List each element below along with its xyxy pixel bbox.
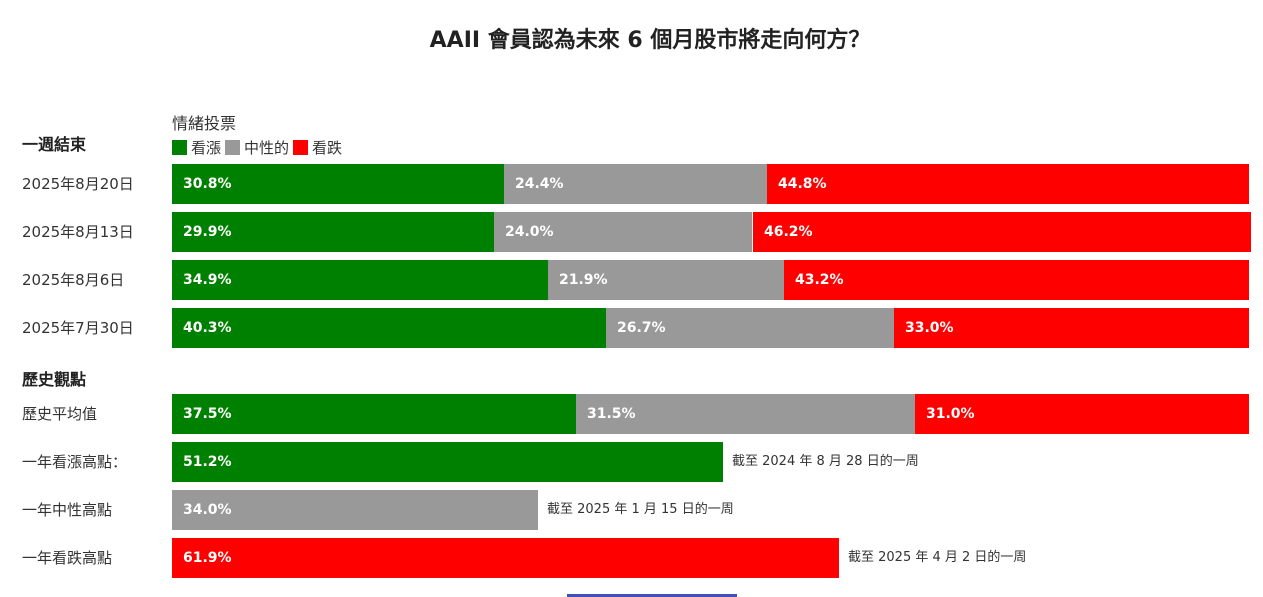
bar-value-label: 30.8% [183, 176, 232, 192]
bar-row-weekly-0: 30.8% 24.4% 44.8% [172, 164, 1249, 204]
row-label-weekly-1: 2025年8月13日 [22, 223, 134, 241]
legend-label-neutral: 中性的 [244, 139, 290, 157]
bar-segment-bearish[interactable]: 44.8% [767, 164, 1249, 204]
legend: 看漲 中性的 看跌 [172, 137, 346, 158]
legend-item-neutral[interactable]: 中性的 [225, 137, 289, 158]
bar-value-label: 31.5% [587, 406, 636, 422]
bar-segment-neutral[interactable]: 24.0% [494, 212, 752, 252]
bar-row-weekly-2: 34.9% 21.9% 43.2% [172, 260, 1249, 300]
section-heading-weekly: 一週結束 [22, 135, 87, 154]
row-note-3: 截至 2025 年 4 月 2 日的一周 [848, 550, 1027, 565]
bar-segment-bullish[interactable]: 51.2% [172, 442, 723, 482]
row-label-history-3: 一年看跌高點 [22, 549, 113, 567]
chart-title: AAII 會員認為未來 6 個月股市將走向何方？ [429, 28, 871, 53]
bar-segment-neutral[interactable]: 31.5% [576, 394, 915, 434]
row-label-weekly-0: 2025年8月20日 [22, 175, 134, 193]
bar-value-label: 21.9% [559, 272, 608, 288]
row-label-history-1: 一年看漲高點： [22, 453, 128, 471]
bar-segment-neutral[interactable]: 26.7% [606, 308, 894, 348]
row-note-1: 截至 2024 年 8 月 28 日的一周 [732, 454, 919, 469]
bar-value-label: 34.0% [183, 502, 232, 518]
bar-value-label: 61.9% [183, 550, 232, 566]
bar-row-weekly-3: 40.3% 26.7% 33.0% [172, 308, 1249, 348]
legend-label-bullish: 看漲 [191, 139, 222, 157]
bar-value-label: 43.2% [795, 272, 844, 288]
bar-row-history-0: 37.5% 31.5% 31.0% [172, 394, 1249, 434]
bar-row-history-3: 61.9% [172, 538, 1249, 578]
row-label-weekly-2: 2025年8月6日 [22, 271, 125, 289]
bar-value-label: 31.0% [926, 406, 975, 422]
legend-swatch-bullish [172, 140, 187, 155]
bar-row-history-2: 34.0% [172, 490, 1249, 530]
bar-value-label: 24.4% [515, 176, 564, 192]
bar-value-label: 34.9% [183, 272, 232, 288]
bar-segment-neutral[interactable]: 24.4% [504, 164, 767, 204]
bar-value-label: 33.0% [905, 320, 954, 336]
bar-row-weekly-1: 29.9% 24.0% 46.2% [172, 212, 1251, 252]
bar-row-history-1: 51.2% [172, 442, 1249, 482]
section-heading-history: 歷史觀點 [22, 370, 87, 389]
bar-segment-bullish[interactable]: 29.9% [172, 212, 494, 252]
bar-value-label: 37.5% [183, 406, 232, 422]
bar-value-label: 40.3% [183, 320, 232, 336]
legend-swatch-bearish [293, 140, 309, 155]
bar-segment-bearish[interactable]: 46.2% [753, 212, 1251, 252]
row-label-history-0: 歷史平均值 [22, 405, 98, 423]
row-label-weekly-3: 2025年7月30日 [22, 319, 134, 337]
legend-item-bearish[interactable]: 看跌 [293, 137, 342, 158]
bar-value-label: 51.2% [183, 454, 232, 470]
bar-value-label: 46.2% [764, 224, 813, 240]
bar-value-label: 44.8% [778, 176, 827, 192]
bar-segment-bullish[interactable]: 34.9% [172, 260, 548, 300]
bar-segment-neutral[interactable]: 21.9% [548, 260, 784, 300]
row-label-history-2: 一年中性高點 [22, 501, 113, 519]
legend-item-bullish[interactable]: 看漲 [172, 137, 221, 158]
legend-label-bearish: 看跌 [312, 139, 343, 157]
bar-value-label: 29.9% [183, 224, 232, 240]
bar-value-label: 26.7% [617, 320, 666, 336]
bar-value-label: 24.0% [505, 224, 554, 240]
bar-segment-bearish[interactable]: 43.2% [784, 260, 1249, 300]
bar-segment-bearish[interactable]: 61.9% [172, 538, 839, 578]
legend-title: 情緒投票 [172, 114, 237, 133]
bar-segment-bearish[interactable]: 33.0% [894, 308, 1249, 348]
legend-swatch-neutral [225, 140, 241, 155]
horizontal-scrollbar[interactable] [567, 594, 737, 597]
bar-segment-bullish[interactable]: 37.5% [172, 394, 576, 434]
row-note-2: 截至 2025 年 1 月 15 日的一周 [547, 502, 734, 517]
bar-segment-bullish[interactable]: 40.3% [172, 308, 606, 348]
bar-segment-bullish[interactable]: 30.8% [172, 164, 504, 204]
bar-segment-bearish[interactable]: 31.0% [915, 394, 1249, 434]
bar-segment-neutral[interactable]: 34.0% [172, 490, 538, 530]
